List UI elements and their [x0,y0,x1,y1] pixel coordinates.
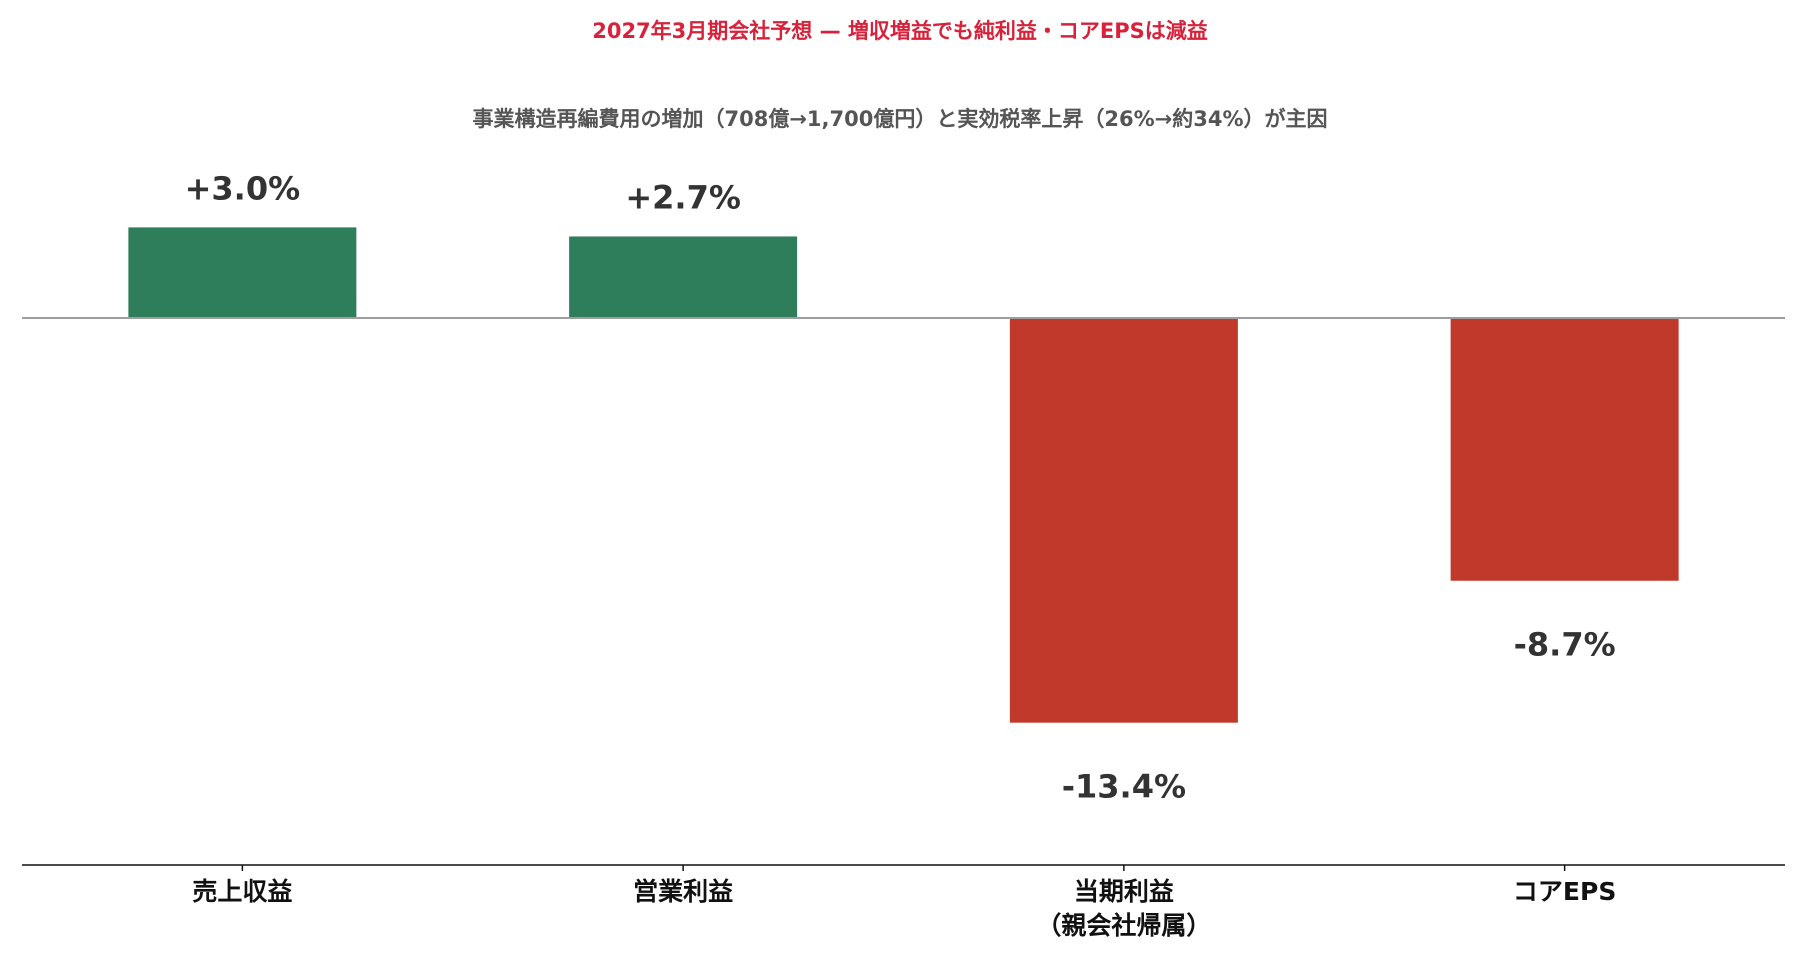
value-label-0: +3.0% [185,169,301,207]
bar-1 [569,236,798,318]
value-label-2: -13.4% [1062,768,1186,806]
bar-0 [128,227,357,318]
bars-layer [128,227,1679,723]
x-tick-label-line: コアEPS [1513,877,1616,906]
x-tick-label-3: コアEPS [1513,877,1616,906]
bar-3 [1450,318,1679,581]
x-tick-label-2: 当期利益 （親会社帰属） [1036,877,1211,940]
bar-2 [1009,318,1238,723]
x-tick-labels-layer: 売上収益 営業利益 当期利益 （親会社帰属） コアEPS [192,865,1616,940]
value-labels-layer: +3.0% +2.7% -13.4% -8.7% [185,169,1616,805]
x-tick-label-1: 営業利益 [633,877,733,906]
chart-title: 2027年3月期会社予想 — 増収増益でも純利益・コアEPSは減益 [592,19,1208,43]
x-tick-label-line: 営業利益 [633,877,733,906]
value-label-3: -8.7% [1514,626,1616,664]
x-tick-label-line: 当期利益 [1074,877,1174,906]
x-tick-label-line: （親会社帰属） [1036,911,1211,940]
x-tick-label-0: 売上収益 [192,877,292,906]
x-tick-label-line: 売上収益 [192,877,292,906]
chart-subtitle: 事業構造再編費用の増加（708億→1,700億円）と実効税率上昇（26%→約34… [473,107,1328,131]
value-label-1: +2.7% [625,178,741,216]
